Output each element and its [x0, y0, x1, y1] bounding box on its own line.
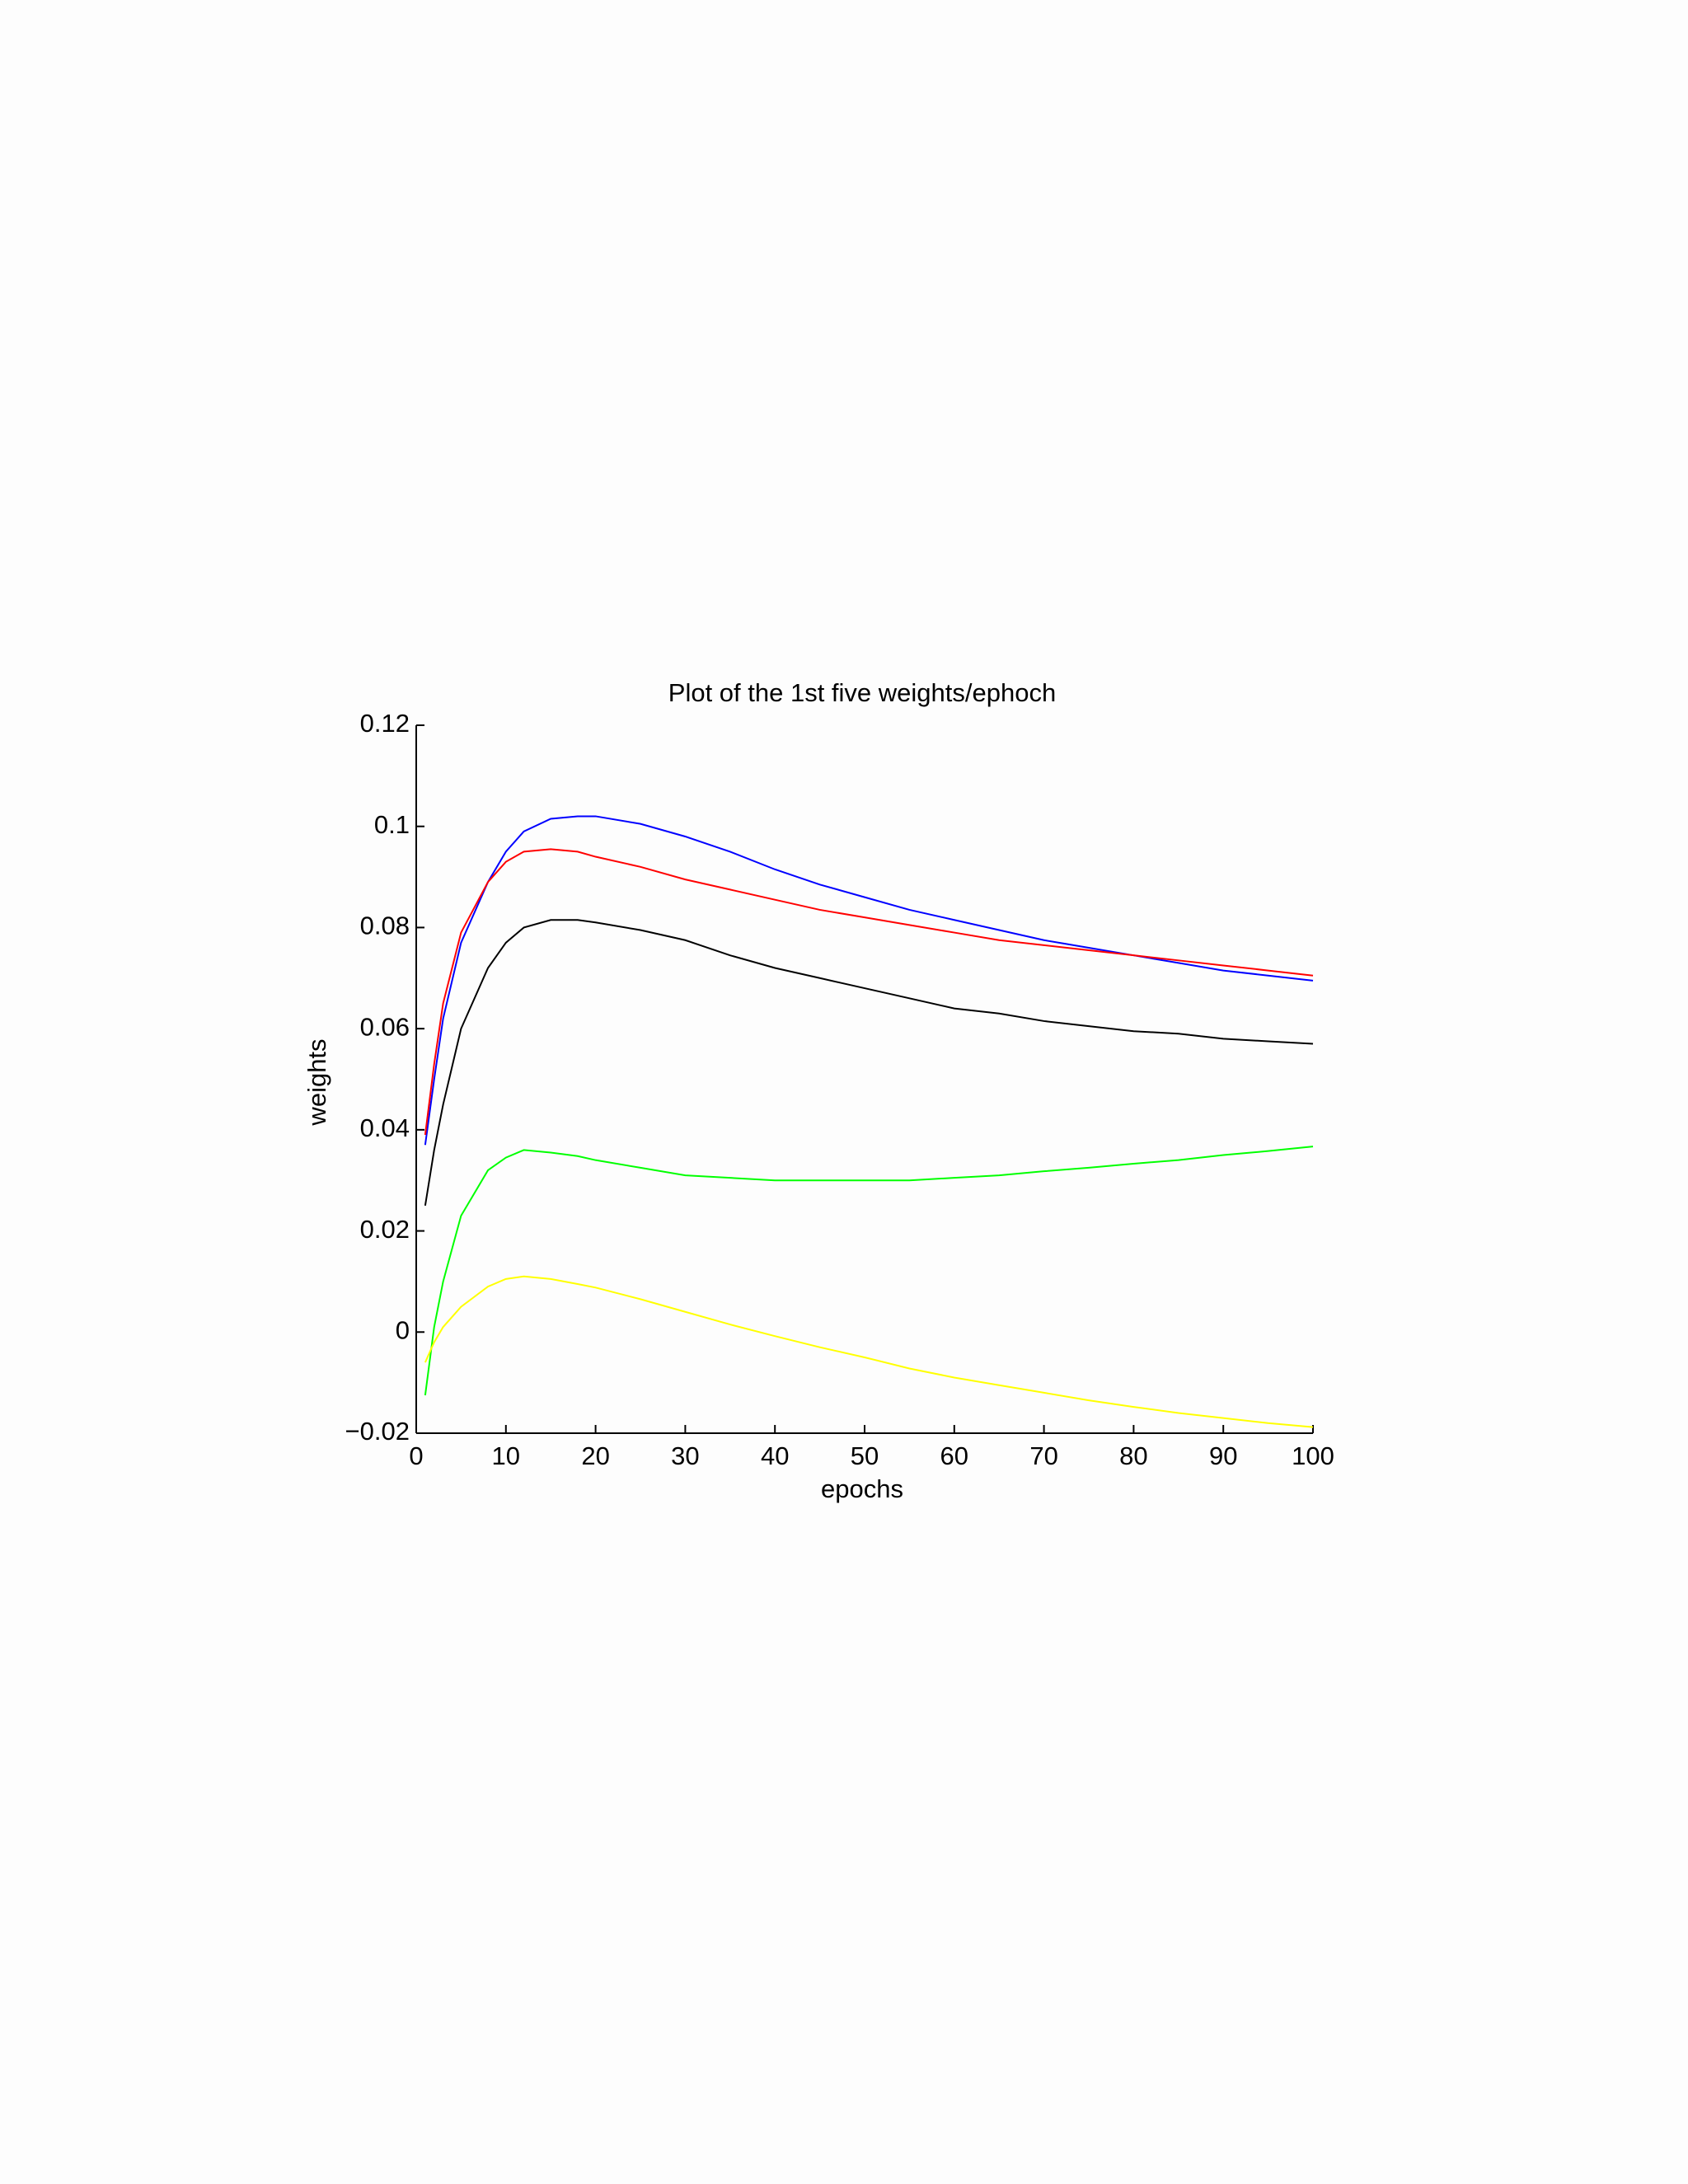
x-tick-label: 20: [581, 1441, 609, 1470]
y-tick-label: −0.02: [345, 1417, 410, 1446]
y-axis-label: weights: [302, 1038, 331, 1126]
y-tick-label: 0: [396, 1315, 410, 1344]
x-tick-label: 40: [761, 1441, 789, 1470]
x-tick-label: 100: [1292, 1441, 1334, 1470]
x-tick-label: 80: [1119, 1441, 1147, 1470]
x-tick-label: 10: [492, 1441, 520, 1470]
y-tick-label: 0.12: [360, 709, 410, 738]
y-tick-label: 0.02: [360, 1215, 410, 1244]
y-tick-label: 0.08: [360, 912, 410, 940]
y-tick-label: 0.04: [360, 1113, 410, 1142]
x-tick-label: 70: [1029, 1441, 1057, 1470]
series-line: [424, 1275, 1314, 1428]
series-line: [424, 1146, 1314, 1396]
x-tick-label: 50: [851, 1441, 879, 1470]
y-tick-label: 0.06: [360, 1012, 410, 1041]
x-axis-label: epochs: [821, 1474, 903, 1503]
x-tick-label: 30: [671, 1441, 699, 1470]
series-line: [424, 848, 1314, 1136]
series-line: [424, 815, 1314, 1146]
x-tick-label: 60: [940, 1441, 968, 1470]
chart-title: Plot of the 1st five weights/ephoch: [668, 678, 1056, 707]
y-tick-label: 0.1: [374, 810, 410, 839]
x-tick-label: 0: [409, 1441, 423, 1470]
series-line: [424, 919, 1314, 1207]
x-tick-label: 90: [1209, 1441, 1237, 1470]
